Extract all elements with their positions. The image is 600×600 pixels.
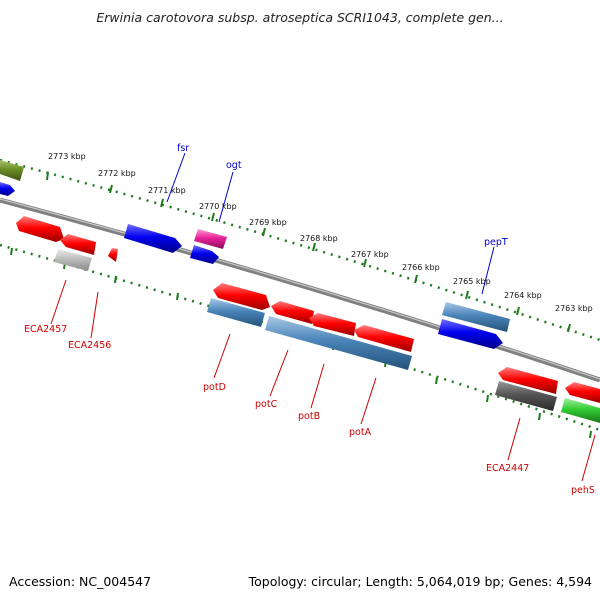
label-leader-lines — [50, 152, 596, 482]
kbp-label: 2770 kbp — [199, 202, 237, 211]
gene-potA[interactable] — [354, 325, 414, 352]
kbp-label: 2769 kbp — [249, 218, 287, 227]
kbp-label: 2765 kbp — [453, 277, 491, 286]
gene-potB[interactable] — [309, 313, 356, 336]
gene-label-ECA2447[interactable]: ECA2447 — [486, 463, 529, 474]
gene-feature-olive[interactable] — [0, 160, 24, 181]
gene-label-pehS[interactable]: pehS — [571, 485, 595, 496]
gene-labels: fsr ogt pepT ECA2457 ECA2456 potD potC p… — [24, 143, 595, 496]
gene-label-potA[interactable]: potA — [349, 427, 372, 438]
gene-pehS-cog[interactable] — [561, 398, 600, 423]
kbp-label: 2767 kbp — [351, 250, 389, 259]
gene-ECA2456[interactable] — [60, 234, 96, 255]
gene-ECA2447-cog[interactable] — [495, 381, 557, 411]
gene-pehS[interactable] — [565, 382, 600, 403]
gene-pepT[interactable] — [438, 319, 503, 349]
gene-potABC-cog[interactable] — [265, 316, 412, 370]
backbone-highlight — [0, 198, 600, 380]
gene-small-reverse[interactable] — [108, 248, 118, 262]
gene-potD[interactable] — [213, 283, 270, 310]
gene-ogt-rna[interactable] — [194, 229, 227, 249]
genome-summary-text: Topology: circular; Length: 5,064,019 bp… — [248, 574, 592, 589]
gene-label-potD[interactable]: potD — [203, 382, 226, 393]
outer-scale-ticks — [0, 158, 600, 342]
gene-potD-cog[interactable] — [207, 298, 265, 327]
gene-ECA2457[interactable] — [16, 216, 64, 242]
kbp-label: 2772 kbp — [98, 169, 136, 178]
gene-label-potC[interactable]: potC — [255, 399, 278, 410]
gene-label-pepT[interactable]: pepT — [484, 237, 508, 248]
gene-feature-forward[interactable] — [0, 182, 15, 196]
kbp-label: 2766 kbp — [402, 263, 440, 272]
gene-label-fsr[interactable]: fsr — [177, 143, 189, 154]
gene-label-ECA2456[interactable]: ECA2456 — [68, 340, 111, 351]
gene-ECA2447[interactable] — [498, 367, 558, 394]
gene-label-ogt[interactable]: ogt — [226, 160, 242, 171]
backbone — [0, 197, 600, 383]
gene-ECA2456-cog[interactable] — [54, 249, 92, 271]
gene-label-potB[interactable]: potB — [298, 411, 320, 422]
kbp-labels: 2773 kbp 2772 kbp 2771 kbp 2770 kbp 2769… — [48, 152, 593, 313]
gene-potC[interactable] — [271, 301, 314, 324]
gene-fsr[interactable] — [124, 224, 182, 253]
gene-label-ECA2457[interactable]: ECA2457 — [24, 324, 67, 335]
kbp-label: 2773 kbp — [48, 152, 86, 161]
gene-pepT-cog[interactable] — [442, 302, 510, 332]
kbp-label: 2764 kbp — [504, 291, 542, 300]
accession-text: Accession: NC_004547 — [9, 574, 152, 589]
reverse-strand-features — [16, 216, 600, 423]
kbp-label: 2768 kbp — [300, 234, 338, 243]
kbp-label: 2771 kbp — [148, 186, 186, 195]
gene-ogt[interactable] — [190, 245, 219, 264]
map-title: Erwinia carotovora subsp. atroseptica SC… — [96, 10, 504, 25]
forward-strand-features — [0, 160, 510, 349]
kbp-label: 2763 kbp — [555, 304, 593, 313]
